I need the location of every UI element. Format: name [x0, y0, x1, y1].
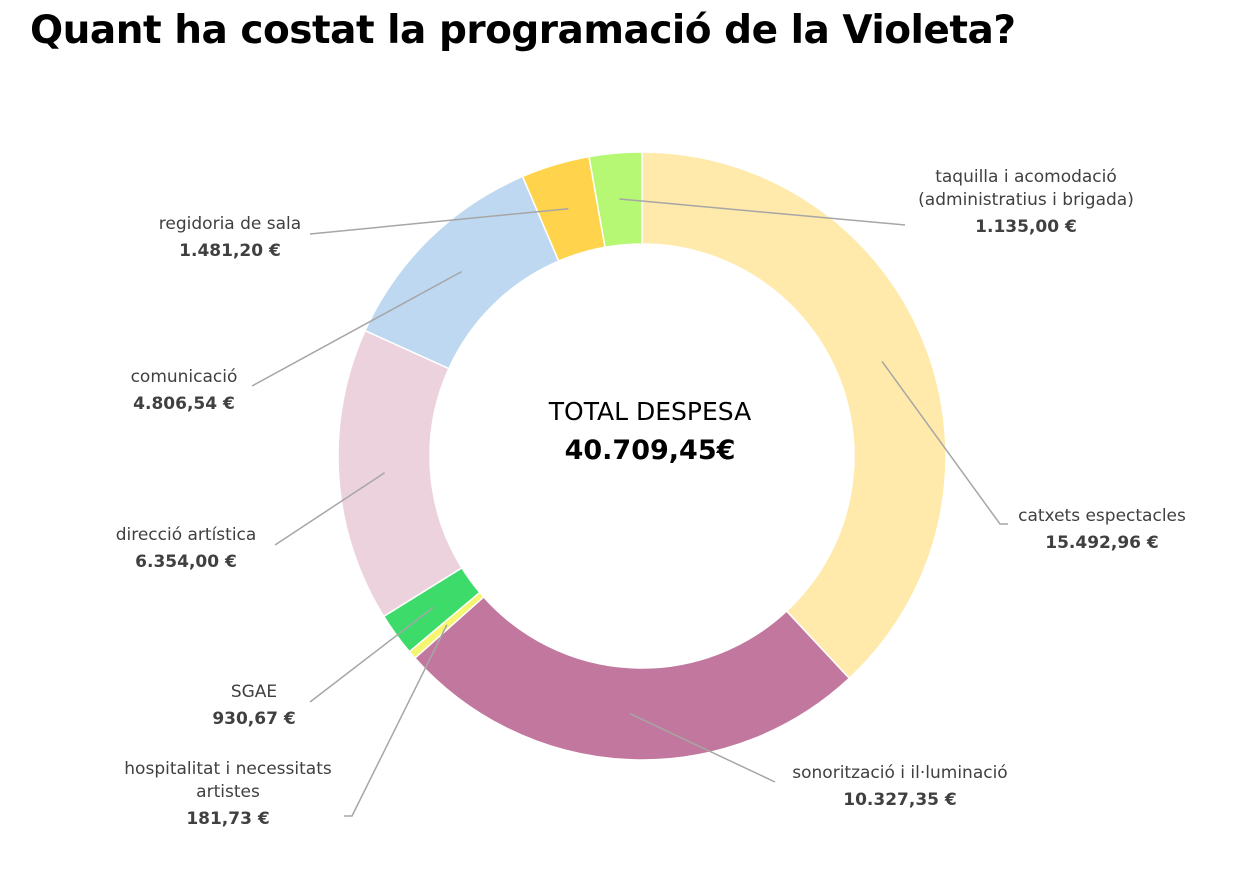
leader-line-taquilla-i-acomodacio-administratius-i-brigada — [619, 198, 906, 226]
leader-line-regidoria-de-sala — [309, 207, 569, 235]
slice-label-sgae: SGAE 930,67 € — [212, 682, 295, 729]
slice-value-taquilla-i-acomodacio-administratius-i-brigada: 1.135,00 € — [975, 217, 1077, 237]
center-label: TOTAL DESPESA — [548, 397, 751, 426]
slice-label-catxets-espectacles: catxets espectacles 15.492,96 € — [1018, 506, 1186, 553]
leader-line-sgae — [309, 606, 434, 703]
slice-direccio-artistica — [337, 329, 463, 618]
leader-line-comunicacio — [251, 270, 462, 387]
leader-line-hospitalitat-i-necessitats-artistes — [344, 624, 448, 817]
center-total-value: 40.709,45€ — [565, 435, 736, 466]
slice-value-catxets-espectacles: 15.492,96 € — [1045, 533, 1158, 553]
chart-title: Quant ha costat la programació de la Vio… — [30, 8, 1016, 53]
slice-label-comunicacio: comunicació 4.806,54 € — [131, 367, 238, 414]
slice-catxets-espectacles — [641, 151, 947, 680]
slice-label-regidoria-de-sala: regidoria de sala 1.481,20 € — [159, 214, 301, 261]
slice-label-sonoritzacio-i-il-luminacio: sonorització i il·luminació 10.327,35 € — [792, 763, 1007, 810]
slice-value-comunicacio: 4.806,54 € — [133, 394, 235, 414]
slice-label-taquilla-i-acomodacio-administratius-i-brigada: taquilla i acomodació (administratius i b… — [918, 167, 1134, 237]
leader-lines — [251, 198, 1008, 817]
slice-label-direccio-artistica: direcció artística 6.354,00 € — [116, 525, 257, 572]
leader-line-catxets-espectacles — [881, 361, 1008, 525]
slice-label-hospitalitat-i-necessitats-artistes: hospitalitat i necessitats artistes 181,73… — [124, 759, 332, 829]
donut-slices — [337, 151, 947, 761]
slice-value-direccio-artistica: 6.354,00 € — [135, 552, 237, 572]
slice-value-regidoria-de-sala: 1.481,20 € — [179, 241, 281, 261]
slice-comunicacio — [364, 175, 560, 370]
leader-line-sonoritzacio-i-il-luminacio — [629, 713, 776, 783]
slice-value-hospitalitat-i-necessitats-artistes: 181,73 € — [186, 809, 269, 829]
slice-value-sgae: 930,67 € — [212, 709, 295, 729]
slice-value-sonoritzacio-i-il-luminacio: 10.327,35 € — [843, 790, 956, 810]
slice-sonoritzacio-i-il-luminacio — [413, 595, 851, 761]
slice-taquilla-i-acomodacio-administratius-i-brigada — [588, 151, 643, 249]
leader-line-direccio-artistica — [274, 472, 385, 546]
slice-labels: catxets espectacles 15.492,96 € sonoritzac… — [116, 167, 1186, 829]
